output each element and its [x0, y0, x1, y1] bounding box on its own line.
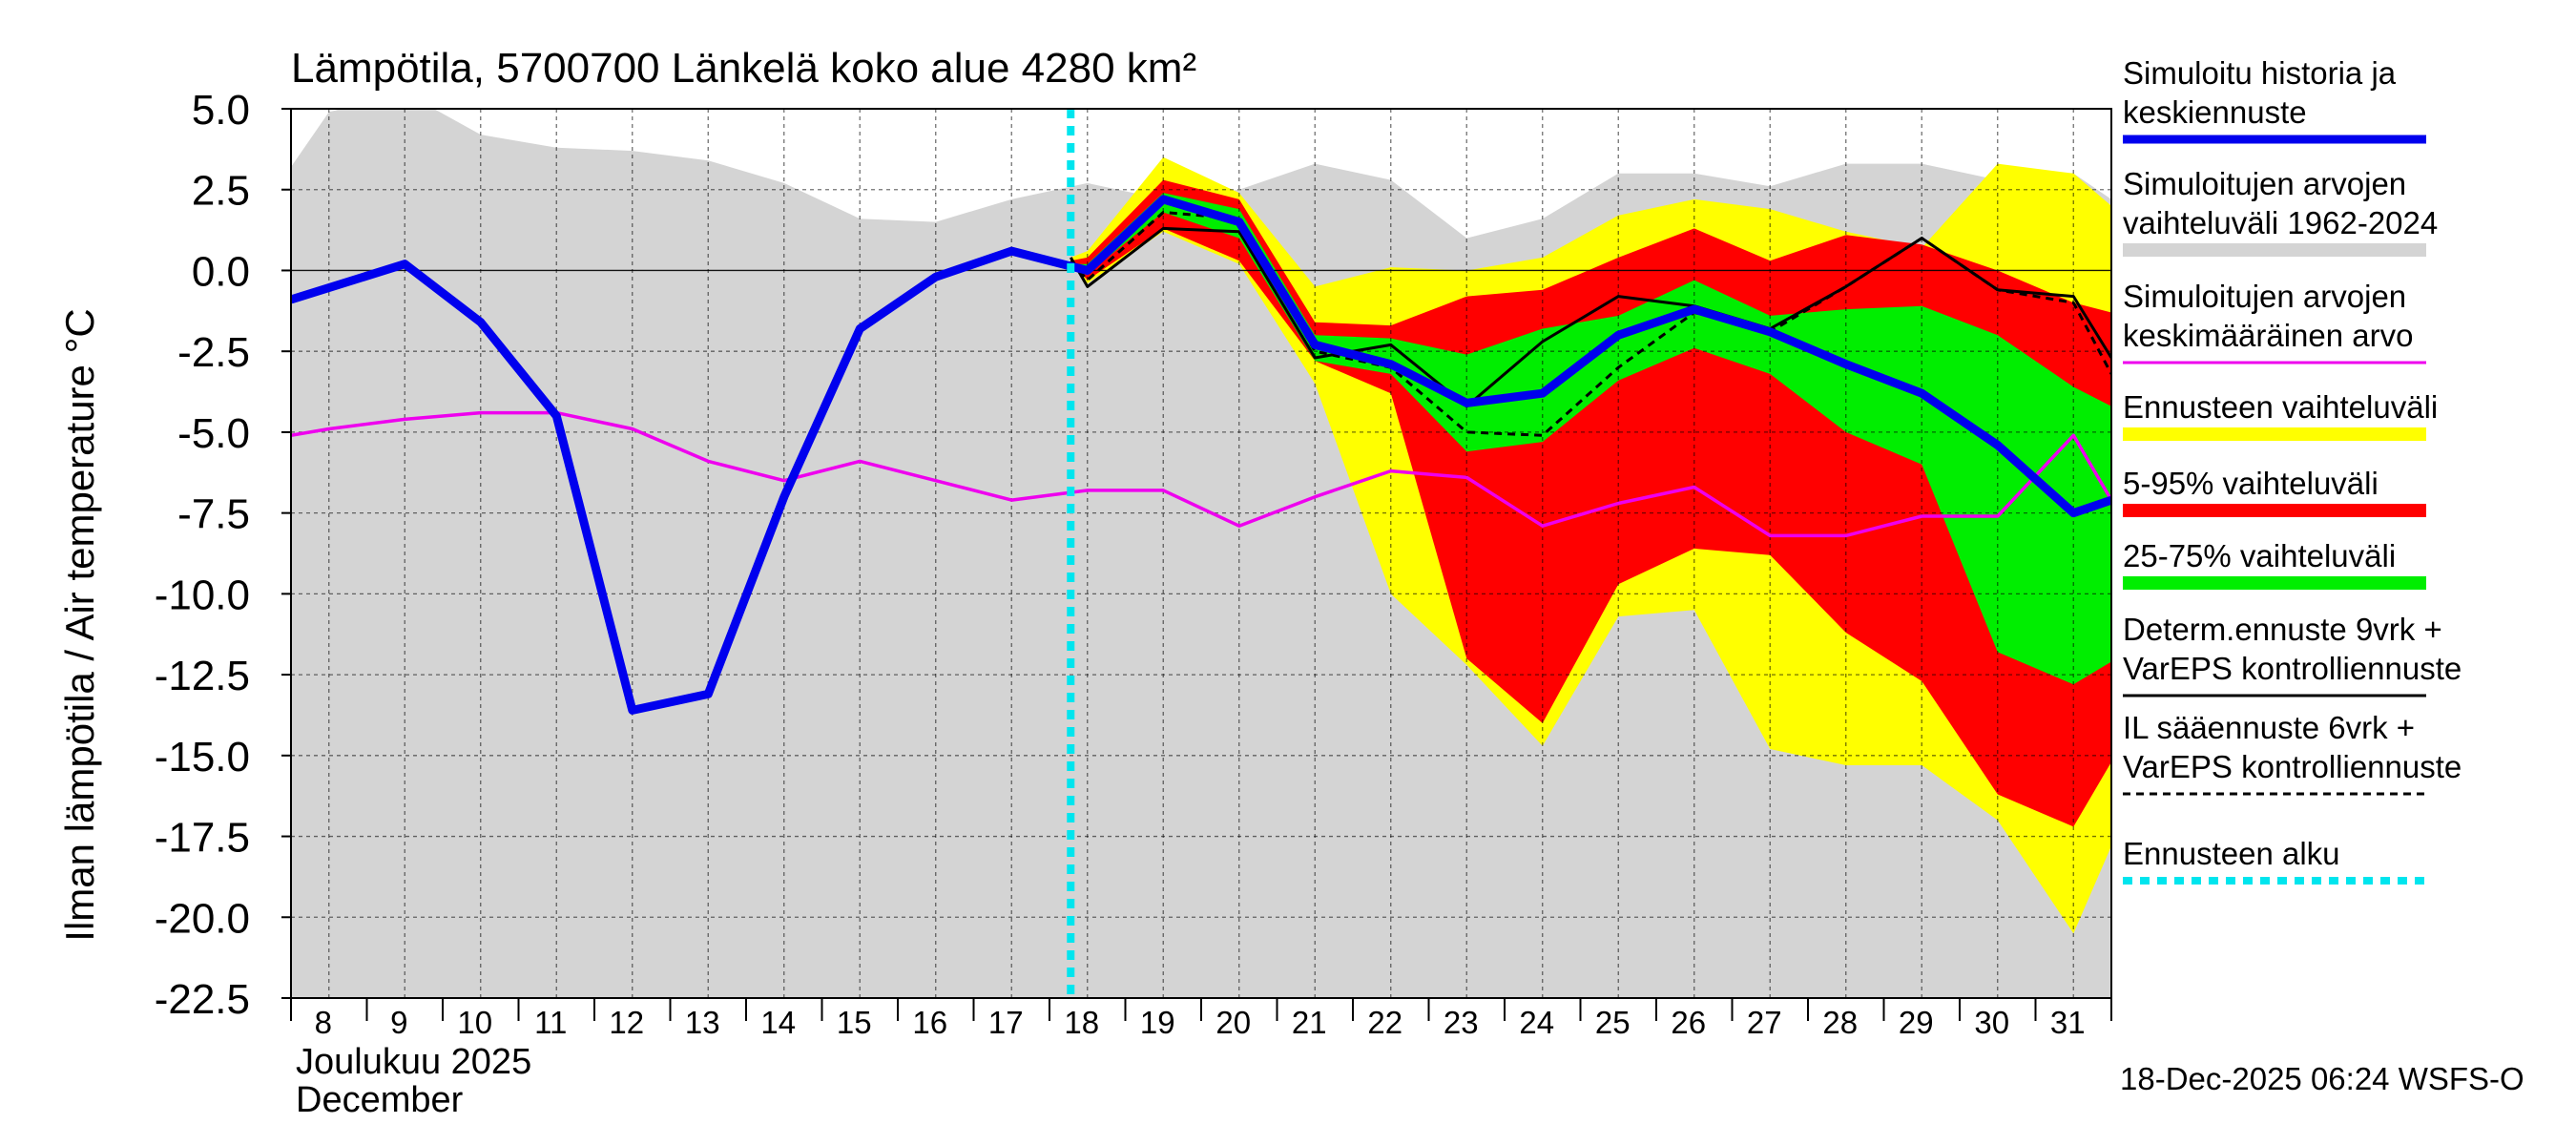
x-tick-label: 22 [1367, 1005, 1402, 1040]
x-tick-label: 25 [1595, 1005, 1631, 1040]
legend-item-il-s-ennuste-6vrk-vareps-kontrolliennuste: IL sääennuste 6vrk + VarEPS kontrolliennu… [2123, 710, 2462, 796]
line-simuloitu-historia-ja-keskiennuste [291, 195, 2111, 715]
legend-label: Simuloitujen arvojen [2123, 166, 2406, 201]
x-axis-label-month: Joulukuu 2025 [296, 1042, 531, 1082]
legend-label: Determ.ennuste 9vrk + [2123, 612, 2442, 647]
y-tick-label: 5.0 [192, 87, 250, 134]
y-tick-label: -17.5 [155, 815, 250, 862]
bands-layer [291, 109, 2111, 998]
x-tick-label: 18 [1064, 1005, 1099, 1040]
x-tick-label: 8 [315, 1005, 332, 1040]
y-tick-label: -7.5 [177, 491, 250, 538]
legend-label: 25-75% vaihteluväli [2123, 538, 2396, 573]
x-tick-label: 12 [609, 1005, 644, 1040]
y-tick-label: -10.0 [155, 572, 250, 618]
legend-item-determ-ennuste-9vrk-vareps-kontrolliennuste: Determ.ennuste 9vrk + VarEPS kontrollienn… [2123, 612, 2462, 697]
legend-label: keskimääräinen arvo [2123, 318, 2413, 353]
line-il-s-ennuste-6vrk-vareps-kontrolliennuste [1070, 211, 2111, 437]
x-tick-label: 10 [457, 1005, 492, 1040]
y-tick-label: -22.5 [155, 976, 250, 1023]
y-axis-label: Ilman lämpötila / Air temperature °C [57, 308, 102, 941]
x-tick-label: 28 [1822, 1005, 1858, 1040]
line-determ-ennuste-9vrk-vareps-kontrolliennuste [1069, 226, 2111, 408]
legend: Simuloitu historia jakeskiennusteSimuloi… [2123, 55, 2462, 885]
chart-title: Lämpötila, 5700700 Länkelä koko alue 428… [291, 45, 1196, 92]
legend-label: VarEPS kontrolliennuste [2123, 651, 2462, 686]
x-tick-label: 27 [1747, 1005, 1782, 1040]
x-tick-label: 24 [1519, 1005, 1554, 1040]
y-tick-label: -2.5 [177, 329, 250, 376]
y-tick-label: 0.0 [192, 248, 250, 295]
legend-label: VarEPS kontrolliennuste [2123, 749, 2462, 784]
x-tick-label: 20 [1215, 1005, 1251, 1040]
x-tick-label: 29 [1899, 1005, 1934, 1040]
legend-label: keskiennuste [2123, 94, 2307, 130]
frame-layer [281, 108, 2112, 1021]
x-tick-label: 9 [390, 1005, 407, 1040]
legend-item-5-95-vaihteluv-li: 5-95% vaihteluväli [2123, 466, 2426, 517]
band-25-75-vaihteluv-li [1070, 193, 2111, 685]
x-tick-label: 14 [760, 1005, 796, 1040]
x-tick-label: 26 [1671, 1005, 1706, 1040]
legend-label: 5-95% vaihteluväli [2123, 466, 2379, 501]
x-tick-label: 11 [534, 1005, 567, 1040]
line-simuloitujen-arvojen-keskim-r-inen-arvo [291, 410, 2111, 538]
lines-layer [291, 109, 2111, 998]
x-tick-label: 21 [1292, 1005, 1327, 1040]
labels-layer: Lämpötila, 5700700 Länkelä koko alue 428… [57, 45, 2524, 1120]
legend-item-25-75-vaihteluv-li: 25-75% vaihteluväli [2123, 538, 2426, 590]
x-tick-label: 17 [988, 1005, 1024, 1040]
x-tick-label: 19 [1140, 1005, 1175, 1040]
legend-item-simuloitujen-arvojen-keskim-r-inen-arvo: Simuloitujen arvojen keskimääräinen arvo [2123, 279, 2426, 364]
x-tick-label: 13 [685, 1005, 720, 1040]
legend-label: Ennusteen alku [2123, 836, 2340, 871]
legend-label: Simuloitujen arvojen [2123, 279, 2406, 314]
legend-label: IL sääennuste 6vrk + [2123, 710, 2415, 745]
x-axis-label-month-en: December [296, 1080, 464, 1120]
x-tick-label: 30 [1974, 1005, 2009, 1040]
y-tick-label: -20.0 [155, 895, 250, 942]
legend-item-ennusteen-vaihteluv-li: Ennusteen vaihteluväli [2123, 389, 2438, 441]
x-tick-label: 31 [2050, 1005, 2086, 1040]
legend-item-ennusteen-alku: Ennusteen alku [2123, 836, 2426, 885]
x-tick-label: 15 [837, 1005, 872, 1040]
y-tick-label: 2.5 [192, 168, 250, 215]
y-tick-label: -15.0 [155, 734, 250, 781]
y-tick-label: -12.5 [155, 653, 250, 699]
x-tick-label: 23 [1444, 1005, 1479, 1040]
x-tick-label: 16 [912, 1005, 947, 1040]
legend-label: Simuloitu historia ja [2123, 55, 2397, 91]
legend-item-simuloitujen-arvojen-vaihteluv-li-1962-2024: Simuloitujen arvojen vaihteluväli 1962-20… [2123, 166, 2438, 257]
legend-label: Ennusteen vaihteluväli [2123, 389, 2438, 425]
legend-label: vaihteluväli 1962-2024 [2123, 205, 2438, 240]
y-tick-label: -5.0 [177, 410, 250, 457]
timestamp-label: 18-Dec-2025 06:24 WSFS-O [2120, 1061, 2524, 1096]
grid-layer [291, 109, 2111, 998]
